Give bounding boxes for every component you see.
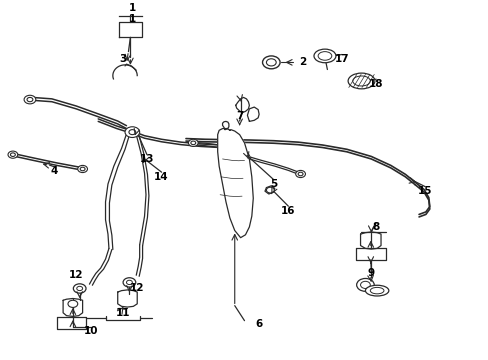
Text: 17: 17	[334, 54, 348, 64]
Text: 10: 10	[83, 327, 98, 336]
Circle shape	[266, 59, 276, 66]
Ellipse shape	[369, 287, 383, 294]
Circle shape	[8, 151, 18, 158]
Text: 9: 9	[367, 269, 374, 278]
Circle shape	[360, 281, 369, 288]
Circle shape	[298, 172, 303, 176]
Polygon shape	[217, 129, 253, 238]
Circle shape	[266, 187, 274, 193]
Circle shape	[262, 56, 280, 69]
Ellipse shape	[347, 73, 374, 89]
Circle shape	[24, 95, 36, 104]
Text: 14: 14	[154, 172, 168, 182]
Circle shape	[295, 170, 305, 177]
Text: 1: 1	[128, 3, 136, 13]
Text: 7: 7	[235, 111, 243, 121]
Text: 11: 11	[115, 308, 130, 318]
Circle shape	[27, 98, 33, 102]
Text: 6: 6	[255, 319, 262, 329]
Polygon shape	[360, 232, 380, 249]
Polygon shape	[118, 290, 137, 307]
Text: 12: 12	[69, 270, 83, 280]
Polygon shape	[63, 298, 82, 316]
Text: 4: 4	[51, 166, 58, 176]
Ellipse shape	[313, 49, 335, 63]
Ellipse shape	[318, 51, 331, 60]
Text: 12: 12	[130, 283, 144, 293]
Circle shape	[10, 153, 15, 157]
Circle shape	[129, 130, 136, 135]
Circle shape	[123, 278, 136, 287]
Circle shape	[73, 284, 86, 293]
Circle shape	[80, 167, 85, 171]
Text: 8: 8	[372, 222, 379, 232]
Circle shape	[125, 127, 140, 138]
Ellipse shape	[352, 76, 369, 86]
Text: 3: 3	[119, 54, 126, 64]
Circle shape	[188, 139, 198, 147]
Circle shape	[78, 165, 87, 172]
Polygon shape	[224, 147, 250, 163]
Circle shape	[190, 141, 195, 145]
Text: 13: 13	[140, 154, 154, 164]
Text: 1: 1	[128, 14, 136, 24]
Circle shape	[77, 286, 82, 291]
Circle shape	[68, 300, 78, 307]
Polygon shape	[220, 136, 239, 153]
Text: 15: 15	[417, 186, 431, 196]
Circle shape	[356, 278, 373, 291]
Ellipse shape	[365, 285, 388, 296]
Text: 5: 5	[269, 179, 277, 189]
Text: 18: 18	[368, 79, 383, 89]
Circle shape	[126, 280, 132, 284]
Text: 2: 2	[299, 57, 306, 67]
Text: 16: 16	[281, 206, 295, 216]
